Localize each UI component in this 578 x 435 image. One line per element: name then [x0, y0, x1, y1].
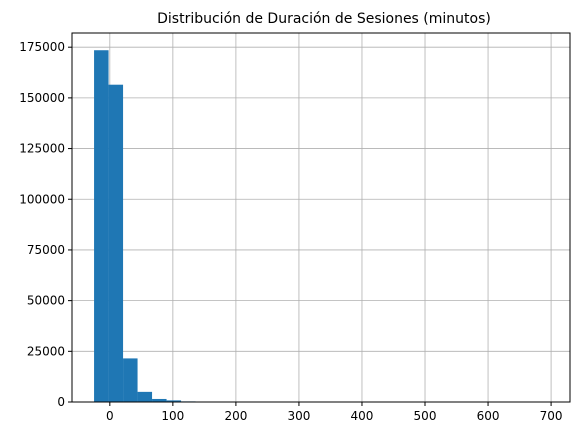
histogram-bar	[152, 398, 167, 402]
x-tick-label: 300	[287, 409, 310, 423]
x-tick-label: 400	[351, 409, 374, 423]
y-tick-label: 125000	[19, 142, 65, 156]
x-tick-label: 500	[414, 409, 437, 423]
y-tick-label: 150000	[19, 91, 65, 105]
y-tick-label: 175000	[19, 40, 65, 54]
histogram-bar	[166, 400, 182, 402]
x-tick-label: 100	[161, 409, 184, 423]
grid-lines	[72, 33, 570, 403]
x-tick-label: 700	[540, 409, 563, 423]
histogram-bar	[94, 50, 109, 402]
y-tick-label: 25000	[27, 344, 65, 358]
x-tick-label: 600	[477, 409, 500, 423]
y-tick-label: 75000	[27, 243, 65, 257]
histogram-bar	[137, 391, 153, 402]
chart-title: Distribución de Duración de Sesiones (mi…	[157, 11, 491, 27]
plot-frame	[71, 32, 571, 403]
y-tick-label: 100000	[19, 192, 65, 206]
y-tick-label: 0	[57, 395, 65, 409]
histogram-bar	[123, 358, 138, 402]
y-tick-label: 50000	[27, 294, 65, 308]
axis-ticks: 0 100 200 300 400 500 600 700 0 25000 50000 75000 10…	[19, 40, 562, 423]
x-tick-label: 0	[106, 409, 114, 423]
x-tick-label: 200	[224, 409, 247, 423]
histogram-bar	[108, 84, 124, 402]
